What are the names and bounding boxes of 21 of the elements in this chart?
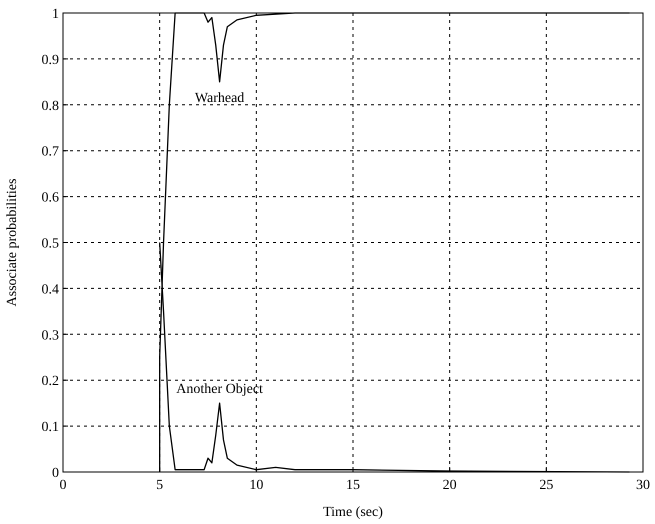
y-tick-label: 0.3 xyxy=(42,328,59,344)
annotation: Another Object xyxy=(176,382,264,398)
y-tick-label: 0.2 xyxy=(42,374,59,390)
y-tick-label: 0 xyxy=(52,466,59,481)
x-tick-label: 25 xyxy=(539,478,554,493)
y-tick-label: 0.4 xyxy=(42,282,59,298)
y-tick-label: 0.7 xyxy=(42,144,59,160)
annotation: Warhead xyxy=(194,90,244,106)
x-tick-label: 30 xyxy=(636,478,650,493)
x-tick-label: 10 xyxy=(249,478,264,493)
x-tick-label: 20 xyxy=(442,478,457,493)
y-axis-title: Associate probabilities xyxy=(5,178,20,306)
y-tick-label: 0.8 xyxy=(42,98,59,114)
y-tick-label: 0.9 xyxy=(42,52,59,68)
y-tick-label: 0.1 xyxy=(42,420,59,436)
x-tick-label: 5 xyxy=(156,478,164,493)
y-tick-label: 1 xyxy=(52,7,59,22)
x-tick-label: 15 xyxy=(346,478,360,493)
y-tick-label: 0.5 xyxy=(42,236,59,252)
x-axis-title: Time (sec) xyxy=(323,505,384,520)
y-tick-label: 0.6 xyxy=(42,190,59,206)
